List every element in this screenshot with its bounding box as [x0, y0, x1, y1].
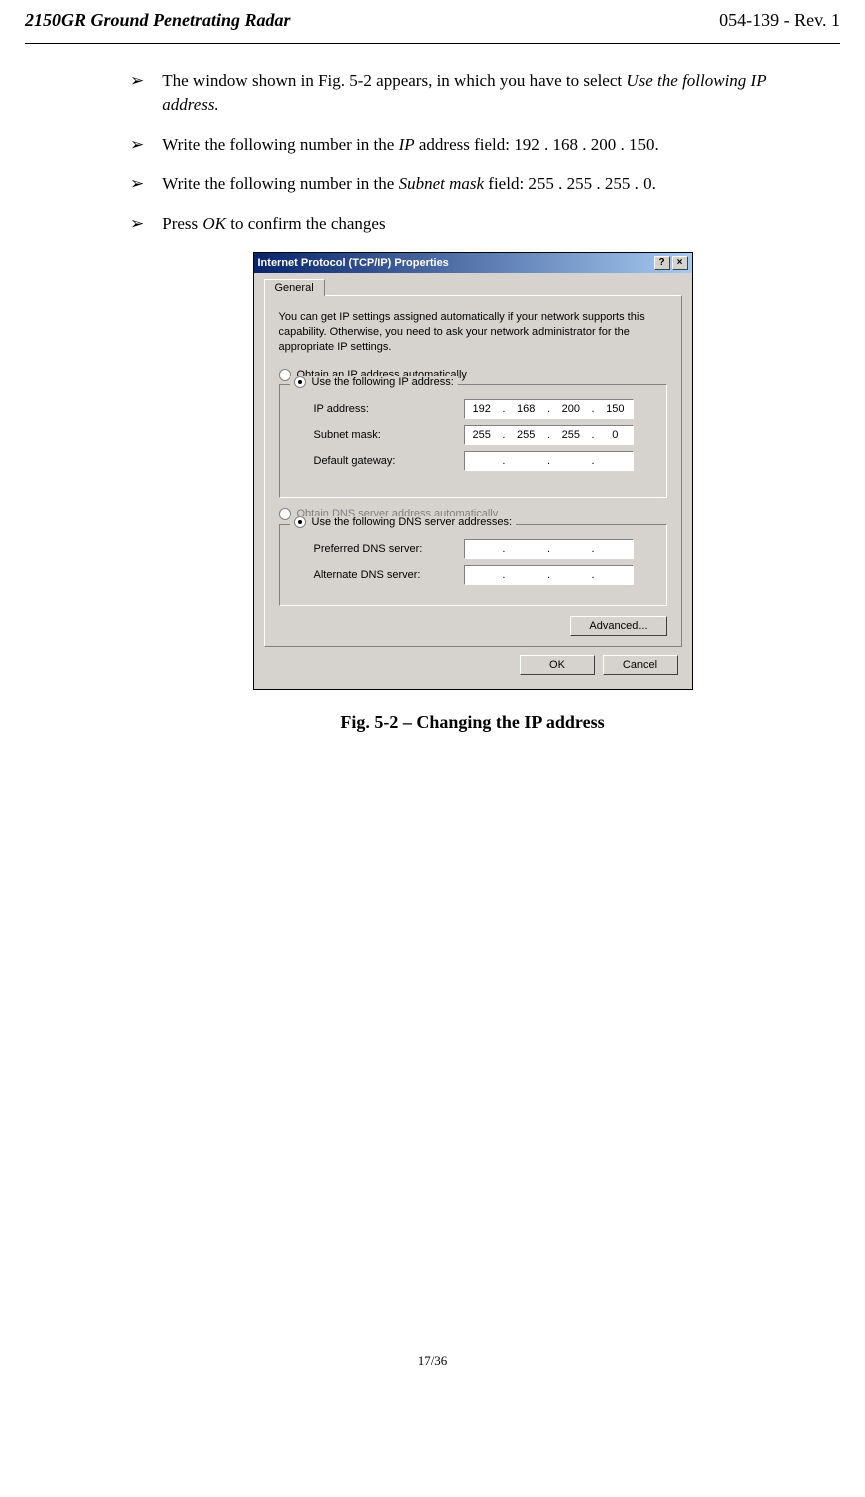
- subnet-label: Subnet mask:: [314, 429, 454, 441]
- tab-panel: You can get IP settings assigned automat…: [264, 295, 682, 647]
- ip-groupbox: Use the following IP address: IP address…: [279, 384, 667, 498]
- bullet-arrow-icon: ➢: [130, 133, 144, 157]
- bullet-text: The window shown in Fig. 5-2 appears, in…: [162, 69, 815, 117]
- bullet-arrow-icon: ➢: [130, 172, 144, 196]
- radio-icon: [294, 516, 306, 528]
- tcpip-dialog: Internet Protocol (TCP/IP) Properties ? …: [253, 252, 693, 690]
- header-rev: 054-139 - Rev. 1: [719, 10, 840, 31]
- close-button[interactable]: ×: [672, 256, 688, 270]
- titlebar-buttons: ? ×: [654, 256, 688, 270]
- radio-use-dns[interactable]: Use the following DNS server addresses:: [290, 516, 517, 528]
- page-number: 17/36: [25, 1353, 840, 1369]
- advanced-button[interactable]: Advanced...: [570, 616, 666, 636]
- cancel-button[interactable]: Cancel: [603, 655, 678, 675]
- dialog-figure: Internet Protocol (TCP/IP) Properties ? …: [130, 252, 815, 690]
- figure-caption: Fig. 5-2 – Changing the IP address: [130, 712, 815, 733]
- pref-dns-input[interactable]: . . .: [464, 539, 634, 559]
- radio-icon: [294, 376, 306, 388]
- dialog-title: Internet Protocol (TCP/IP) Properties: [258, 257, 449, 269]
- gateway-label: Default gateway:: [314, 455, 454, 467]
- page-header: 2150GR Ground Penetrating Radar 054-139 …: [25, 10, 840, 44]
- ok-button[interactable]: OK: [520, 655, 595, 675]
- radio-use-ip[interactable]: Use the following IP address:: [290, 376, 458, 388]
- alt-dns-label: Alternate DNS server:: [314, 569, 454, 581]
- bullet-item: ➢ Press OK to confirm the changes: [130, 212, 815, 236]
- subnet-input[interactable]: 255. 255. 255. 0: [464, 425, 634, 445]
- bullet-arrow-icon: ➢: [130, 212, 144, 236]
- gateway-row: Default gateway: . . .: [314, 451, 652, 471]
- alt-dns-input[interactable]: . . .: [464, 565, 634, 585]
- advanced-row: Advanced...: [279, 616, 667, 636]
- tab-row: General: [264, 279, 682, 296]
- dns-groupbox: Use the following DNS server addresses: …: [279, 524, 667, 606]
- dialog-body: General You can get IP settings assigned…: [254, 273, 692, 689]
- ip-label: IP address:: [314, 403, 454, 415]
- bullet-text: Write the following number in the IP add…: [162, 133, 815, 157]
- help-button[interactable]: ?: [654, 256, 670, 270]
- ip-address-row: IP address: 192. 168. 200. 150: [314, 399, 652, 419]
- pref-dns-row: Preferred DNS server: . . .: [314, 539, 652, 559]
- intro-text: You can get IP settings assigned automat…: [279, 310, 667, 355]
- content-area: ➢ The window shown in Fig. 5-2 appears, …: [25, 69, 840, 733]
- pref-dns-label: Preferred DNS server:: [314, 543, 454, 555]
- bullet-arrow-icon: ➢: [130, 69, 144, 117]
- header-title: 2150GR Ground Penetrating Radar: [25, 10, 291, 31]
- alt-dns-row: Alternate DNS server: . . .: [314, 565, 652, 585]
- bullet-item: ➢ Write the following number in the Subn…: [130, 172, 815, 196]
- ip-address-input[interactable]: 192. 168. 200. 150: [464, 399, 634, 419]
- dialog-titlebar: Internet Protocol (TCP/IP) Properties ? …: [254, 253, 692, 273]
- bullet-item: ➢ Write the following number in the IP a…: [130, 133, 815, 157]
- dialog-buttons: OK Cancel: [264, 647, 682, 679]
- bullet-text: Write the following number in the Subnet…: [162, 172, 815, 196]
- subnet-row: Subnet mask: 255. 255. 255. 0: [314, 425, 652, 445]
- bullet-item: ➢ The window shown in Fig. 5-2 appears, …: [130, 69, 815, 117]
- tab-general[interactable]: General: [264, 279, 325, 296]
- bullet-text: Press OK to confirm the changes: [162, 212, 815, 236]
- gateway-input[interactable]: . . .: [464, 451, 634, 471]
